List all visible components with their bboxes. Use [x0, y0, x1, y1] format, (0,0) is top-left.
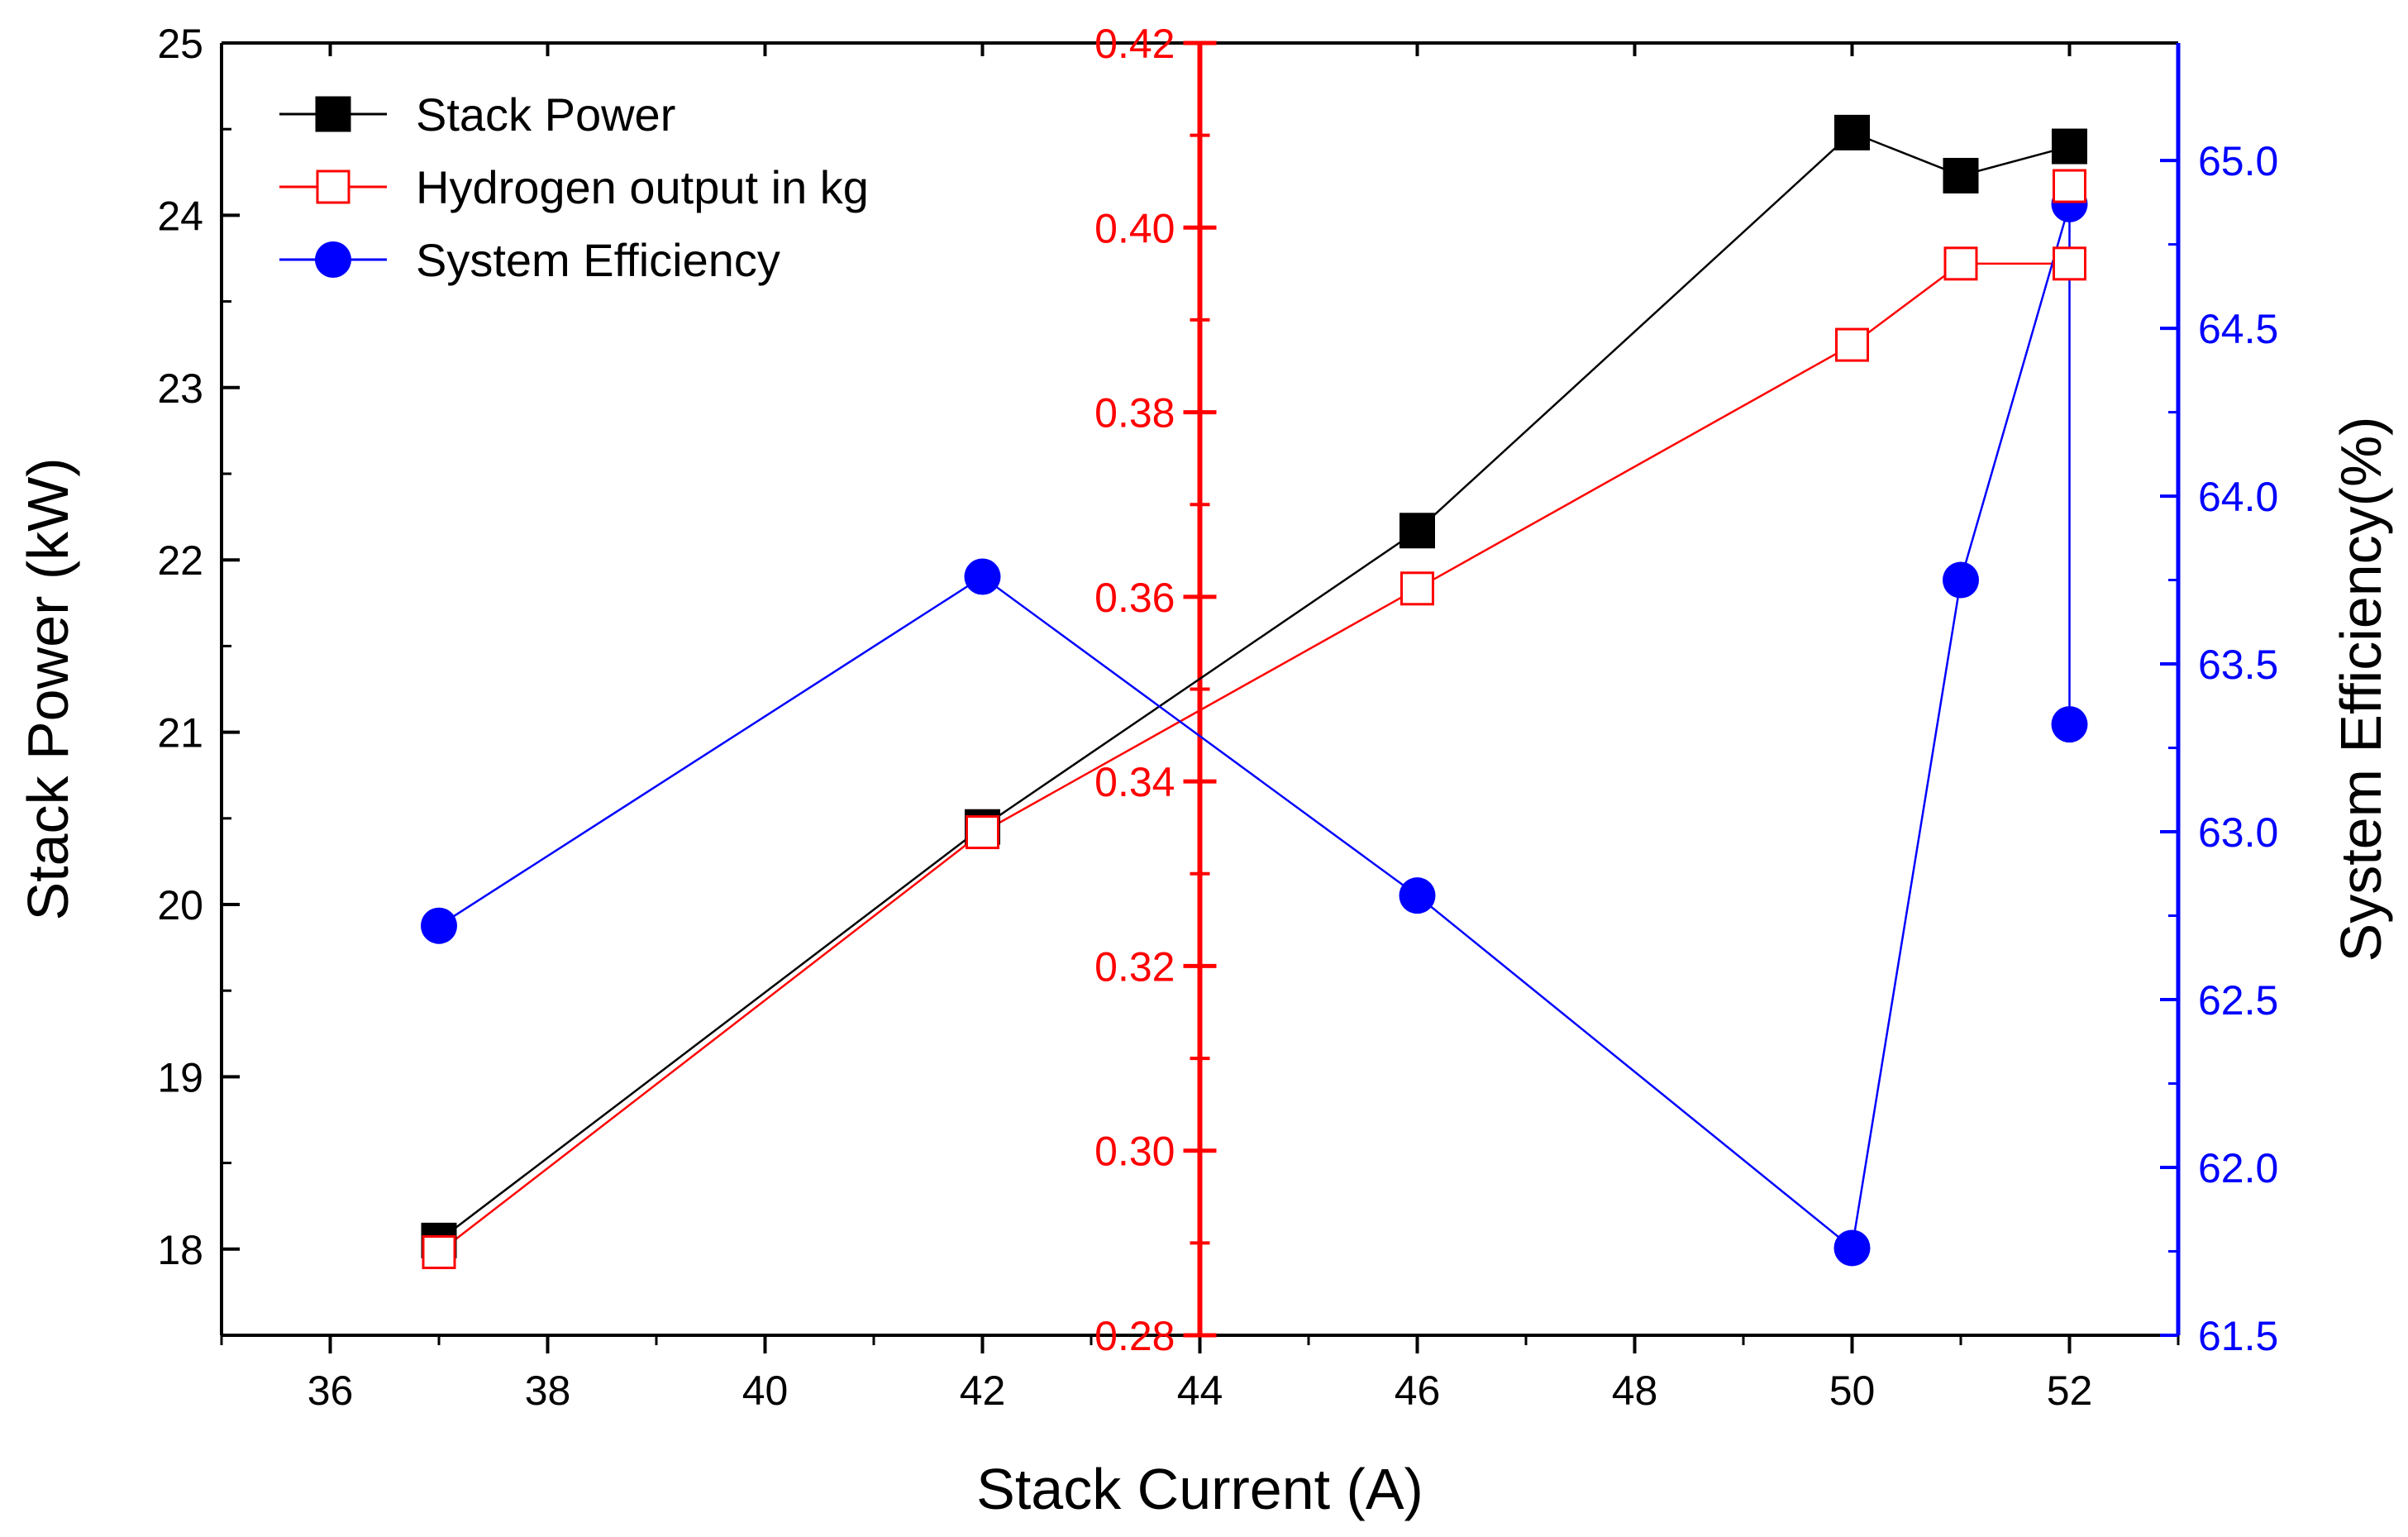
middle-y-tick-label: 0.30 [1094, 1129, 1175, 1175]
x-tick-label: 46 [1395, 1368, 1441, 1414]
right-y-tick-label: 62.5 [2198, 977, 2278, 1024]
middle-y-tick-label: 0.32 [1094, 943, 1175, 990]
middle-y-tick-label: 0.28 [1094, 1313, 1175, 1359]
legend-label: System Efficiency [416, 234, 780, 286]
data-point-hydrogen-output-in-kg [966, 815, 999, 850]
legend-label: Hydrogen output in kg [416, 161, 869, 213]
legend: Stack Power Hydrogen output in kg System E… [279, 88, 869, 286]
data-point-hydrogen-output-in-kg [2053, 246, 2086, 281]
right-y-tick-label: 63.5 [2198, 642, 2278, 688]
middle-y-tick-label: 0.40 [1094, 205, 1175, 251]
axis-titles: Stack Current (A) Stack Power (kW) Syste… [16, 417, 2393, 1521]
left-y-tick-label: 19 [157, 1054, 203, 1100]
data-point-system-efficiency [421, 907, 457, 944]
x-tick-label: 44 [1177, 1368, 1223, 1414]
middle-y-tick-label: 0.34 [1094, 759, 1175, 805]
left-y-tick-label: 22 [157, 537, 203, 584]
data-point-hydrogen-output-in-kg [1835, 327, 1869, 362]
series-line-hydrogen-output-in-kg [438, 262, 2070, 1253]
data-point-stack-power [1943, 157, 1979, 193]
right-y-tick-label: 65.0 [2198, 138, 2278, 184]
right-y-tick-label: 64.5 [2198, 306, 2278, 352]
data-point-hydrogen-output-in-kg [1943, 246, 1978, 281]
legend-marker [316, 169, 350, 204]
x-tick-label: 48 [1612, 1368, 1658, 1414]
x-tick-label: 52 [2047, 1368, 2093, 1414]
data-point-extra [2053, 169, 2086, 203]
left-y-tick-label: 25 [157, 21, 203, 67]
data-point-stack-power [1400, 513, 1435, 549]
data-point-stack-power [2052, 128, 2087, 165]
x-tick-label: 42 [960, 1368, 1006, 1414]
x-tick-label: 40 [742, 1368, 789, 1414]
data-point-system-efficiency [1399, 877, 1436, 914]
legend-marker [315, 241, 351, 278]
middle-y-tick-label: 0.36 [1094, 575, 1175, 621]
legend-label: Stack Power [416, 88, 675, 141]
axes-layer: 36 38 40 42 44 46 48 50 52 18 19 20 21 22 23 24 25 0.28 0.… [157, 21, 2278, 1414]
left-y-axis-title: Stack Power (kW) [16, 457, 80, 920]
right-y-tick-label: 62.0 [2198, 1145, 2278, 1191]
x-tick-label: 38 [525, 1368, 571, 1414]
data-point-system-efficiency [1833, 1229, 1871, 1267]
right-y-tick-label: 63.0 [2198, 809, 2278, 856]
left-y-tick-label: 21 [157, 710, 203, 757]
middle-y-tick-label: 0.38 [1094, 390, 1175, 437]
x-tick-label: 36 [308, 1368, 354, 1414]
data-point-system-efficiency [964, 558, 1001, 595]
right-y-tick-label: 64.0 [2198, 474, 2278, 520]
data-point-stack-power [1834, 114, 1870, 150]
left-y-tick-label: 23 [157, 365, 203, 412]
middle-y-tick-label: 0.42 [1094, 21, 1175, 67]
data-point-hydrogen-output-in-kg [422, 1235, 456, 1270]
left-y-tick-label: 18 [157, 1227, 203, 1273]
legend-marker [315, 96, 351, 132]
x-tick-label: 50 [1829, 1368, 1876, 1414]
data-point-system-efficiency [2051, 706, 2088, 743]
left-y-tick-label: 24 [157, 193, 203, 239]
data-point-hydrogen-output-in-kg [1400, 571, 1434, 606]
right-y-axis-title: System Efficiency(%) [2329, 417, 2393, 962]
x-axis-title: Stack Current (A) [976, 1457, 1423, 1521]
series-layer [421, 114, 2088, 1270]
series-line-stack-power [438, 131, 2070, 1242]
left-y-tick-label: 20 [157, 882, 203, 928]
right-y-tick-label: 61.5 [2198, 1313, 2278, 1359]
data-point-system-efficiency [1943, 561, 1979, 599]
